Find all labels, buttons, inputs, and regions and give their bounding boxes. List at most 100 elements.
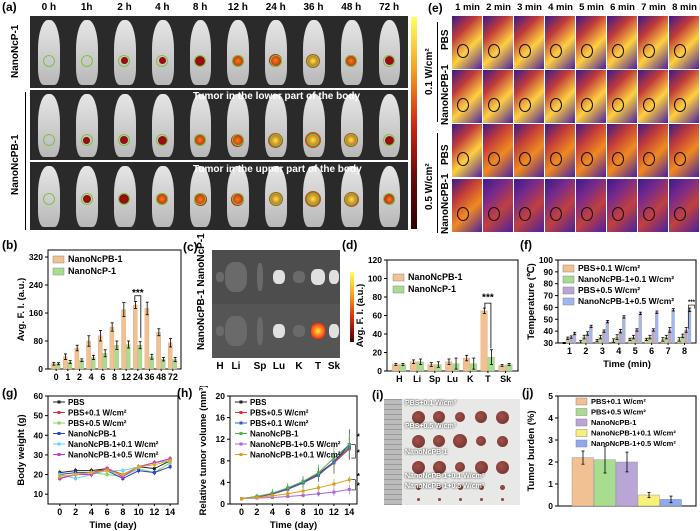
panel-e-label: (e) (428, 1, 443, 15)
row-label-nanoncpb1-2: NanoNcPB-1 (440, 173, 451, 234)
series-line (241, 444, 350, 500)
tumor-roi-circle (156, 54, 169, 67)
tumor-specimen (437, 497, 441, 501)
panel-a-label: (a) (2, 0, 17, 14)
tumor-specimen (411, 434, 425, 448)
thermal-image (638, 124, 668, 177)
y-tick-label: 10 (34, 489, 44, 499)
data-point (168, 465, 172, 469)
x-tick-label: 12 (149, 507, 159, 517)
tumor-roi-circle (231, 54, 244, 67)
thermal-image (638, 179, 668, 232)
mouse-body (76, 20, 99, 86)
mouse-cell (106, 90, 144, 160)
tumor-roi-circle (269, 134, 282, 147)
mouse-cell (257, 16, 295, 88)
tumor-roi-circle (231, 193, 244, 206)
tumor-roi-circle (581, 207, 593, 221)
organ-h (216, 326, 224, 336)
data-point (286, 492, 290, 496)
tumor-roi-circle (194, 193, 207, 206)
tumor-roi-circle (488, 98, 500, 112)
tumor-specimen (415, 484, 421, 490)
tumor-roi-circle (231, 134, 244, 147)
series-line (59, 460, 171, 478)
bar (651, 329, 655, 344)
bar (671, 309, 675, 344)
data-point (255, 496, 259, 500)
thermal-image (607, 124, 637, 177)
data-point (121, 469, 125, 473)
significance-label: *** (688, 300, 696, 306)
significance-label: * (357, 433, 361, 442)
x-tick-label: 2 (77, 372, 82, 382)
legend-swatch (575, 408, 588, 416)
data-point (286, 486, 290, 490)
row-bracket (25, 92, 26, 230)
bar (654, 312, 659, 344)
y-tick-label: 20 (373, 348, 383, 358)
tumor-roi-circle (80, 134, 93, 147)
x-tick-label: 1 (65, 372, 70, 382)
tumor-roi-circle (118, 54, 131, 67)
y-tick-label: 90 (544, 267, 554, 277)
tumor-specimen (495, 410, 509, 424)
significance-bracket (484, 302, 492, 349)
legend-swatch (575, 429, 588, 437)
legend-swatch (562, 264, 575, 273)
series-line (59, 466, 171, 480)
x-axis-label: Time (day) (89, 520, 136, 531)
y-tick-label: 5 (548, 391, 553, 401)
x-tick-label: 36 (144, 372, 154, 382)
tumor-roi-circle (643, 98, 655, 112)
tumor-specimen (433, 411, 445, 423)
tumor-roi-circle (457, 207, 469, 221)
legend-marker (239, 432, 243, 435)
legend-label: NanoNcPB-1+0.1 W/cm² (591, 429, 676, 438)
legend-swatch (52, 267, 65, 276)
plot-frame (229, 395, 358, 505)
data-point (168, 459, 172, 463)
tumor-specimen (455, 462, 465, 472)
x-tick-label: T (485, 374, 491, 384)
legend-label: NanoNcPB-1 (591, 418, 636, 427)
x-tick-label: 7 (666, 346, 671, 356)
y-tick-label: 80 (544, 279, 554, 289)
row-label-nanoncpb1-1: NanoNcPB-1 (440, 64, 451, 125)
thermal-image (514, 179, 544, 232)
power-label-0-5: 0.5 W/cm² (424, 163, 435, 210)
data-point (121, 473, 125, 477)
tumor-roi-circle (307, 54, 320, 67)
ex-vivo-organs-image (212, 250, 340, 358)
legend-label: NanoNcPB-1+0.5 W/cm² (591, 439, 676, 448)
y-tick-label: 100 (368, 274, 382, 284)
mouse-cell (30, 162, 68, 230)
mouse-cell (143, 90, 181, 160)
x-tick-label: Lu (447, 374, 458, 384)
mouse-cell (68, 90, 106, 160)
tumor-roi-circle (42, 54, 55, 67)
data-point (332, 482, 336, 486)
legend-marker (57, 421, 61, 425)
mouse-cell (181, 162, 219, 230)
tumor-specimen (432, 460, 446, 474)
x-tick-label: 8 (682, 346, 687, 356)
tumor-roi-circle (674, 98, 686, 112)
tumor-roi-circle (581, 44, 593, 58)
tumor-roi-circle (269, 193, 282, 206)
tumor-roi-circle (581, 98, 593, 112)
organ-t (311, 269, 325, 285)
y-tick-label: 3 (548, 435, 553, 445)
time-header-1: 2 min (486, 2, 511, 13)
tumor-roi-circle (612, 207, 624, 221)
ruler (384, 399, 402, 505)
tumor-roi-circle (42, 193, 55, 206)
panel-label: (g) (2, 386, 17, 400)
mouse-body (378, 94, 401, 158)
panel-c-label: (c) (183, 240, 198, 254)
legend-marker (57, 442, 61, 446)
thermal-image (576, 179, 606, 232)
x-tick-label: H (396, 374, 403, 384)
